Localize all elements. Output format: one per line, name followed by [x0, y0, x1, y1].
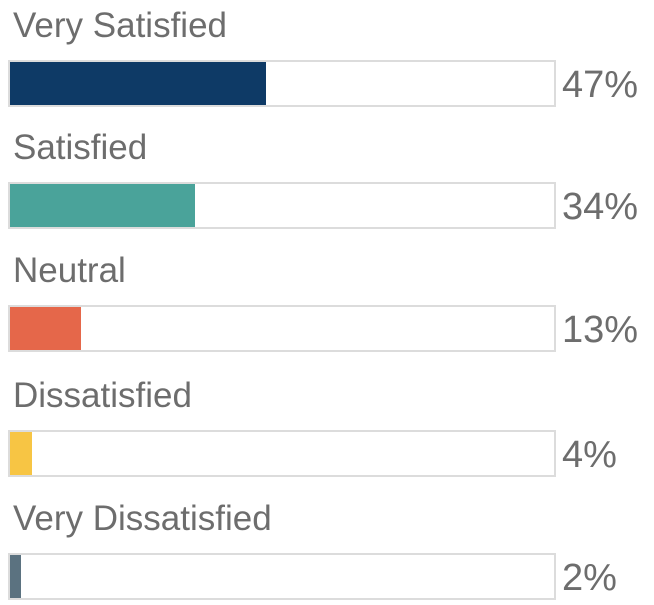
bar-fill — [10, 62, 266, 105]
category-label: Very Dissatisfied — [13, 499, 272, 538]
bar-track — [8, 553, 556, 600]
bar-track — [8, 430, 556, 477]
value-label: 34% — [562, 186, 639, 228]
value-label: 2% — [562, 557, 617, 599]
bar-fill — [10, 555, 21, 598]
bar-row: Neutral 13% — [0, 245, 654, 357]
bar-row: Satisfied 34% — [0, 122, 654, 234]
category-label: Very Satisfied — [13, 6, 227, 45]
category-label: Dissatisfied — [13, 376, 192, 415]
bar-fill — [10, 184, 195, 227]
bar-track — [8, 60, 556, 107]
value-label: 4% — [562, 434, 617, 476]
bar-fill — [10, 307, 81, 350]
bar-row: Very Satisfied 47% — [0, 0, 654, 112]
bar-row: Very Dissatisfied 2% — [0, 493, 654, 605]
bar-row: Dissatisfied 4% — [0, 370, 654, 482]
value-label: 13% — [562, 309, 639, 351]
bar-fill — [10, 432, 32, 475]
bar-track — [8, 182, 556, 229]
category-label: Neutral — [13, 251, 126, 290]
value-label: 47% — [562, 64, 639, 106]
category-label: Satisfied — [13, 128, 148, 167]
bar-track — [8, 305, 556, 352]
